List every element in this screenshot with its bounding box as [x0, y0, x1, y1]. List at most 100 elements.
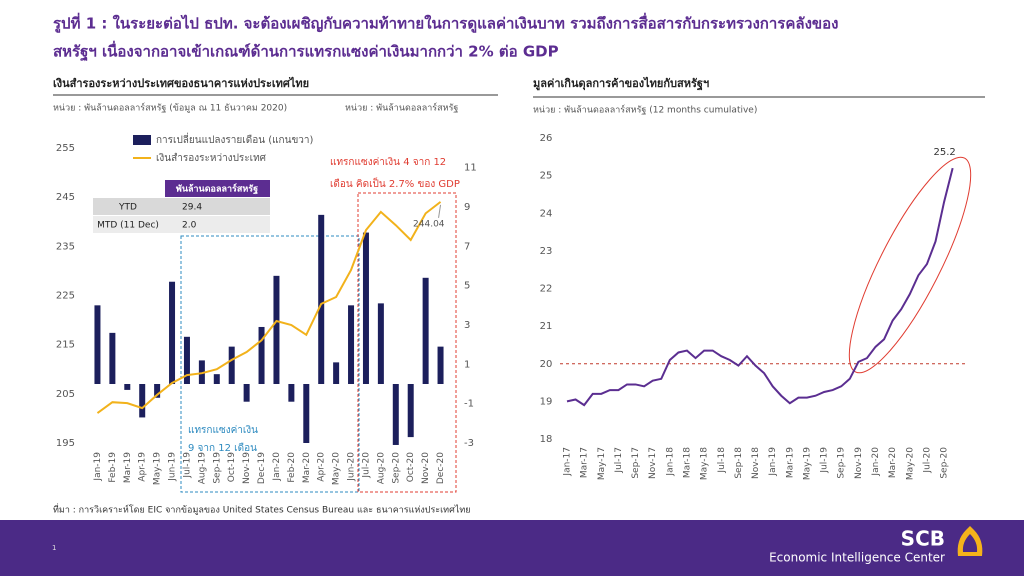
legend-swatch	[133, 135, 151, 145]
bar	[377, 303, 384, 384]
x-tick-label: Dec-19	[257, 452, 267, 484]
y-tick-label: 20	[540, 359, 553, 370]
y-tick-label: 22	[540, 284, 553, 295]
y-tick-label: 23	[540, 246, 553, 257]
highlight-box	[180, 235, 360, 493]
x-tick-label: Aug-20	[376, 452, 386, 485]
y-tick-label: 195	[56, 438, 75, 449]
highlight-box	[357, 192, 457, 493]
x-tick-label: Sep-19	[212, 452, 222, 484]
bar	[437, 346, 444, 384]
x-tick-label: Nov-18	[751, 447, 761, 479]
axis-unit: หน่วย : พันล้านดอลลาร์สหรัฐ	[345, 102, 458, 114]
legend-label: การเปลี่ยนแปลงรายเดือน (แกนขวา)	[156, 132, 314, 146]
y-tick-label: 245	[56, 192, 75, 203]
y2-tick-label: 5	[464, 281, 470, 292]
y-tick-label: 19	[540, 396, 553, 407]
x-tick-label: Mar-18	[682, 447, 692, 478]
table-header-text: พันล้านดอลลาร์สหรัฐ	[176, 183, 258, 195]
x-tick-label: Jan-19	[93, 452, 103, 482]
bar	[124, 384, 131, 390]
x-tick-label: Jul-20	[922, 447, 932, 474]
slide-title: รูปที่ 1 : ในระยะต่อไป ธปท. จะต้องเผชิญก…	[53, 13, 839, 34]
bar	[348, 305, 355, 384]
x-tick-label: Jul-20	[361, 452, 371, 479]
brand: SCB	[901, 527, 945, 551]
y-tick-label: 18	[540, 434, 553, 445]
brand-unit: Economic Intelligence Center	[769, 551, 945, 565]
page-number: 1	[52, 544, 56, 552]
annotation: 9 จาก 12 เดือน	[188, 442, 257, 454]
x-tick-label: Jan-17	[563, 447, 573, 477]
x-tick-label: Jan-18	[665, 447, 675, 477]
x-tick-label: Feb-19	[108, 452, 118, 483]
table-cell: 2.0	[182, 221, 197, 231]
bar	[318, 214, 325, 384]
x-tick-label: Mar-17	[580, 447, 590, 478]
bar	[109, 332, 116, 384]
bar	[273, 275, 280, 384]
y-tick-label: 255	[56, 143, 75, 154]
x-tick-label: Jul-19	[182, 452, 192, 479]
x-tick-label: Nov-17	[648, 447, 658, 479]
x-tick-label: Sep-18	[734, 447, 744, 479]
table-cell: MTD (11 Dec)	[97, 221, 159, 231]
y2-tick-label: 1	[464, 359, 470, 370]
x-tick-label: Apr-20	[317, 452, 327, 482]
bar	[303, 384, 310, 443]
y-tick-label: 235	[56, 241, 75, 252]
bar	[333, 362, 340, 384]
bar	[392, 384, 399, 445]
logo	[957, 526, 983, 556]
x-tick-label: Oct-19	[227, 452, 237, 483]
x-tick-label: Mar-19	[123, 452, 133, 483]
x-tick-label: Jan-20	[272, 452, 282, 482]
data-label: 244.04	[413, 219, 445, 229]
x-tick-label: Nov-19	[242, 452, 252, 484]
y2-tick-label: 9	[464, 202, 470, 213]
annotation: เดือน คิดเป็น 2.7% ของ GDP	[330, 176, 460, 190]
table-row	[93, 216, 270, 233]
x-tick-label: Nov-20	[421, 452, 431, 484]
annotation: แทรกแซงค่าเงิน	[188, 425, 258, 436]
bar	[213, 374, 220, 384]
chart-title: เงินสำรองระหว่างประเทศของธนาคารแห่งประเท…	[53, 76, 309, 90]
x-tick-label: May-19	[802, 447, 812, 480]
line	[96, 201, 442, 414]
x-tick-label: Jan-20	[871, 447, 881, 477]
legend-label: เงินสำรองระหว่างประเทศ	[156, 153, 267, 164]
data-label: 25.2	[934, 147, 956, 158]
table-header	[165, 180, 270, 197]
x-tick-label: May-20	[905, 447, 915, 480]
line	[566, 167, 954, 407]
axis-unit: หน่วย : พันล้านดอลลาร์สหรัฐ (12 months c…	[533, 104, 757, 116]
annotation: แทรกแซงค่าเงิน 4 จาก 12	[330, 157, 446, 168]
x-tick-label: Mar-19	[785, 447, 795, 478]
y2-tick-label: 11	[464, 163, 477, 174]
bar	[183, 336, 190, 384]
x-tick-label: Jul-19	[820, 447, 830, 474]
bar	[362, 232, 369, 384]
x-tick-label: Jun-20	[347, 452, 357, 482]
y-tick-label: 205	[56, 389, 75, 400]
x-tick-label: Nov-19	[854, 447, 864, 479]
y-tick-label: 24	[540, 208, 553, 219]
bar	[228, 346, 235, 384]
y2-tick-label: -3	[464, 438, 474, 449]
source-note: ที่มา : การวิเคราะห์โดย EIC จากข้อมูลของ…	[53, 503, 471, 516]
y-tick-label: 21	[540, 321, 553, 332]
y2-tick-label: -1	[464, 399, 474, 410]
x-tick-label: Mar-20	[888, 447, 898, 478]
slide-title: สหรัฐฯ เนื่องจากอาจเข้าเกณฑ์ด้านการแทรกแ…	[53, 41, 559, 62]
x-tick-label: Aug-19	[197, 452, 207, 485]
x-tick-label: Sep-20	[391, 452, 401, 484]
bar	[422, 277, 429, 384]
table-cell	[93, 180, 165, 197]
x-tick-label: Sep-17	[631, 447, 641, 479]
y-tick-label: 26	[540, 133, 553, 144]
x-tick-label: Jun-19	[168, 452, 178, 482]
x-tick-label: Sep-19	[837, 447, 847, 479]
x-tick-label: May-19	[153, 452, 163, 485]
bar	[139, 384, 146, 418]
